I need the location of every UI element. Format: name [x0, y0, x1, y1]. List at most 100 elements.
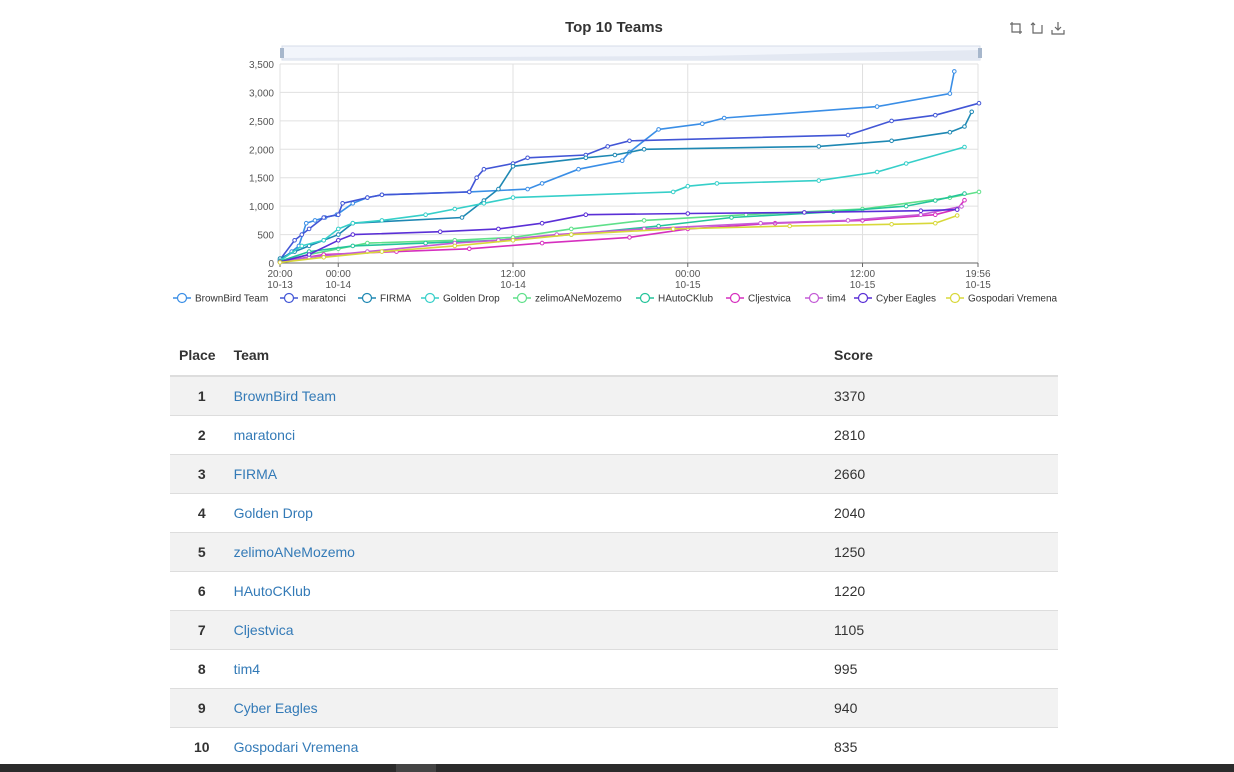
series-line-3	[279, 146, 965, 262]
data-point	[685, 211, 691, 216]
data-point	[889, 118, 894, 124]
x-tick-label: 12:00	[500, 269, 525, 280]
chart-canvas: Top 10 Teams 0 500 1,000 1,500 2,000 2,500 3,00…	[173, 19, 1058, 305]
chart-toolbox	[1008, 20, 1065, 35]
data-point	[816, 144, 822, 149]
data-point	[619, 158, 625, 163]
header-place: Place	[170, 335, 225, 377]
legend-item[interactable]: maratonci	[280, 292, 346, 305]
chart-title: Top 10 Teams	[565, 19, 663, 36]
legend-item[interactable]: tim4	[805, 292, 846, 305]
y-tick-label: 500	[257, 231, 274, 242]
team-link[interactable]: zelimoANeMozemo	[233, 544, 355, 560]
legend-label: Golden Drop	[443, 294, 500, 305]
taskbar-tab[interactable]	[396, 764, 436, 772]
data-point	[889, 222, 894, 227]
legend-item[interactable]: Cljestvica	[726, 292, 791, 305]
legend-label: FIRMA	[380, 294, 411, 305]
data-point	[787, 223, 793, 229]
data-point	[525, 186, 530, 192]
data-point	[670, 226, 676, 232]
taskbar	[0, 764, 1234, 772]
data-point	[539, 181, 545, 186]
data-point	[947, 129, 953, 135]
data-point	[481, 201, 487, 206]
place-cell: 3	[170, 454, 225, 494]
y-tick-label: 0	[268, 259, 274, 270]
data-point	[437, 229, 443, 234]
x-tick-label: 10-14	[325, 280, 351, 291]
legend-marker	[424, 292, 436, 304]
data-point	[336, 212, 341, 217]
data-point	[525, 155, 530, 161]
team-link[interactable]: Golden Drop	[233, 505, 313, 521]
legend-label: Gospodari Vremena	[968, 294, 1058, 305]
team-link[interactable]: FIRMA	[233, 466, 278, 482]
data-point	[903, 161, 909, 166]
legend-item[interactable]: Golden Drop	[421, 292, 500, 305]
place-cell: 6	[170, 571, 225, 611]
data-point	[379, 218, 385, 223]
legend-label: tim4	[827, 294, 846, 305]
data-point	[467, 246, 472, 252]
score-cell: 995	[825, 649, 1058, 689]
legend-marker	[808, 292, 820, 304]
zoom-reset-icon[interactable]	[1029, 20, 1044, 35]
team-link[interactable]: HAutoCKlub	[233, 583, 311, 599]
data-point	[962, 124, 967, 129]
legend-item[interactable]: HAutoCKlub	[636, 292, 713, 305]
legend-item[interactable]: BrownBird Team	[173, 292, 268, 305]
score-cell: 1250	[825, 532, 1058, 572]
team-link[interactable]: Gospodari Vremena	[233, 739, 359, 755]
legend-item[interactable]: Gospodari Vremena	[946, 292, 1058, 305]
data-point	[306, 252, 312, 257]
data-point	[605, 144, 611, 149]
legend-item[interactable]: Cyber Eagles	[854, 292, 936, 305]
data-point	[321, 215, 327, 220]
data-point	[510, 195, 516, 200]
table-row: 2 maratonci 2810	[170, 415, 1058, 455]
team-link[interactable]: BrownBird Team	[233, 388, 337, 404]
data-point	[969, 109, 975, 115]
x-tick-label: 12:00	[850, 269, 875, 280]
data-point	[721, 115, 727, 121]
table-row: 4 Golden Drop 2040	[170, 493, 1058, 533]
data-point	[321, 238, 327, 243]
team-link[interactable]: Cyber Eagles	[233, 700, 318, 716]
data-point	[459, 215, 465, 220]
data-point	[299, 243, 305, 249]
data-point	[845, 132, 851, 138]
data-point	[277, 260, 283, 265]
data-point	[889, 138, 894, 144]
data-point	[510, 238, 516, 243]
team-cell: Gospodari Vremena	[224, 727, 825, 766]
y-tick-label: 2,000	[249, 145, 274, 156]
legend-marker	[516, 292, 528, 304]
team-link[interactable]: Cljestvica	[233, 622, 294, 638]
team-link[interactable]: maratonci	[233, 427, 296, 443]
data-point	[954, 207, 960, 212]
datazoom-handle-right[interactable]	[978, 48, 982, 58]
legend-marker	[949, 292, 961, 304]
series-line-4	[279, 191, 980, 263]
download-icon[interactable]	[1050, 20, 1065, 35]
datazoom-handle-left[interactable]	[280, 48, 284, 58]
data-point	[365, 240, 370, 246]
data-point	[729, 215, 734, 220]
zoom-icon[interactable]	[1008, 20, 1023, 35]
team-cell: Cljestvica	[224, 610, 825, 650]
legend-marker	[857, 292, 869, 304]
data-point	[379, 249, 385, 254]
team-cell: FIRMA	[224, 454, 825, 494]
data-point	[481, 166, 487, 172]
data-point	[714, 181, 720, 186]
table-row: 7 Cljestvica 1105	[170, 610, 1058, 650]
legend-item[interactable]: zelimoANeMozemo	[513, 292, 622, 305]
table-row: 8 tim4 995	[170, 649, 1058, 689]
team-link[interactable]: tim4	[233, 661, 261, 677]
legend-item[interactable]: FIRMA	[358, 292, 411, 305]
table-row: 10 Gospodari Vremena 835	[170, 727, 1058, 766]
place-cell: 5	[170, 532, 225, 572]
legend-label: HAutoCKlub	[658, 294, 713, 305]
x-tick-label: 19:56	[965, 269, 990, 280]
